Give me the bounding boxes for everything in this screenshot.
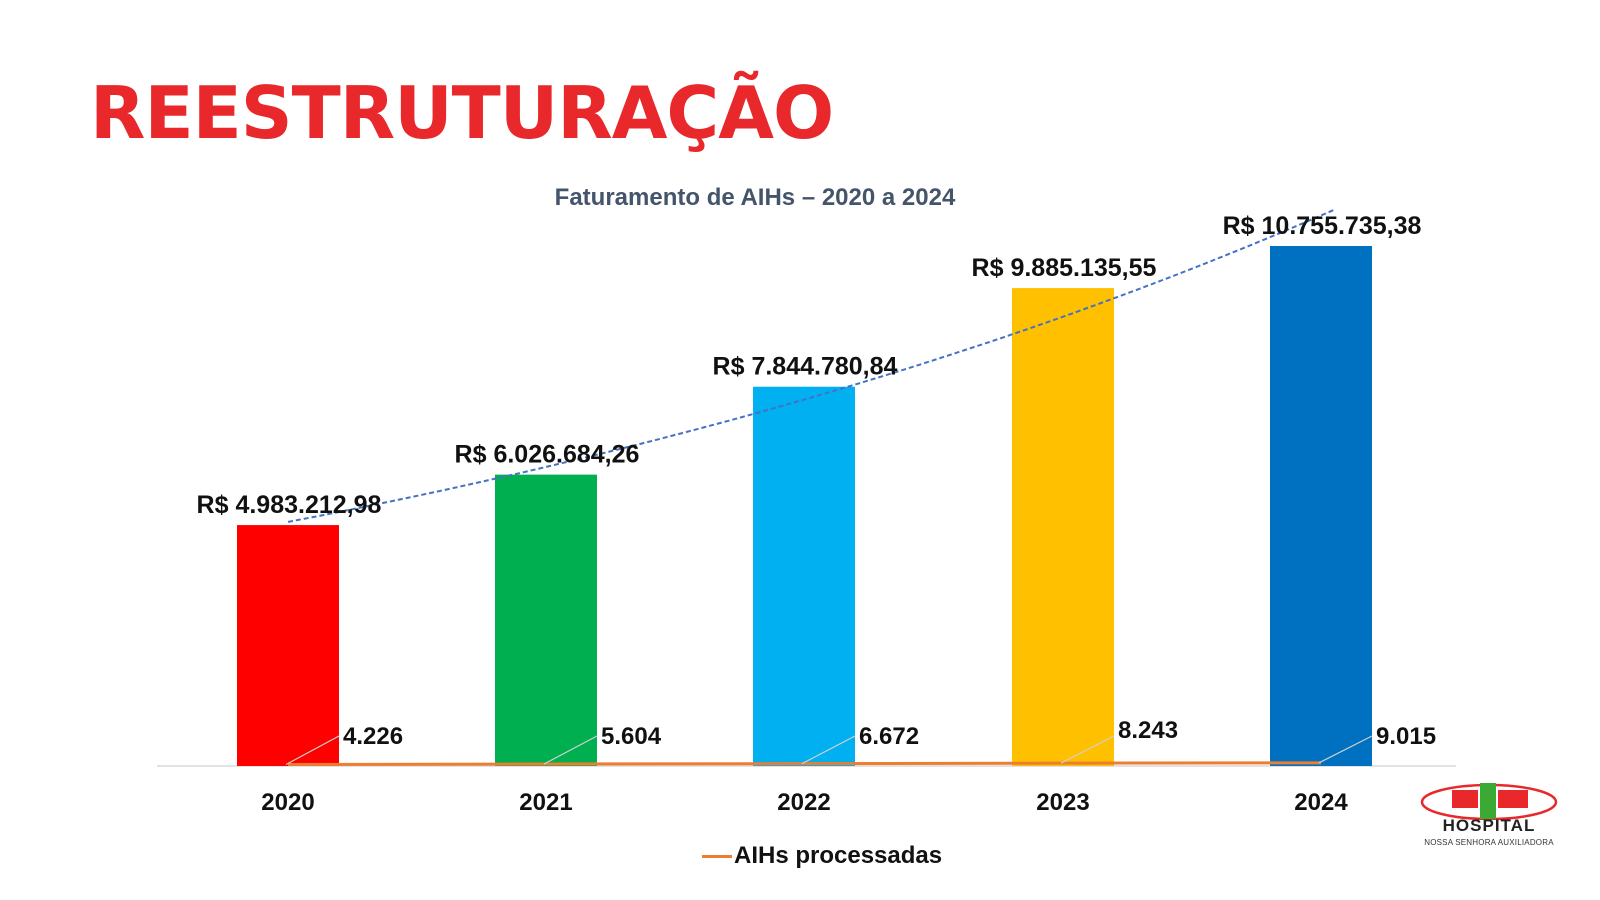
leader-line-2022 — [801, 735, 856, 765]
bar-2020 — [237, 525, 339, 766]
aihs-value-label-2024: 9.015 — [1376, 723, 1436, 750]
leader-line-2021 — [543, 735, 598, 765]
bar-2023 — [1012, 288, 1114, 766]
bar-2022 — [753, 386, 855, 766]
legend-swatch — [702, 854, 732, 858]
x-tick-label-2022: 2022 — [777, 789, 830, 816]
logo-subtitle: NOSSA SENHORA AUXILIADORA — [1424, 838, 1554, 847]
leader-line-2024 — [1318, 735, 1373, 764]
aihs-value-label-2021: 5.604 — [601, 723, 662, 750]
bar-2024 — [1270, 246, 1372, 766]
bar-2021 — [495, 474, 597, 766]
x-tick-label-2021: 2021 — [519, 789, 572, 816]
x-tick-label-2023: 2023 — [1036, 789, 1089, 816]
logo-name: HOSPITAL — [1442, 816, 1536, 835]
hospital-logo: HOSPITAL NOSSA SENHORA AUXILIADORA — [1414, 780, 1564, 870]
bar-value-label-2024: R$ 10.755.735,38 — [1223, 212, 1422, 240]
legend: AIHs processadas — [702, 842, 942, 870]
x-tick-label-2024: 2024 — [1294, 789, 1348, 816]
trendline — [287, 208, 1335, 523]
bar-value-label-2022: R$ 7.844.780,84 — [713, 353, 898, 381]
bar-value-label-2021: R$ 6.026.684,26 — [455, 441, 640, 469]
aihs-value-label-2020: 4.226 — [343, 723, 403, 750]
aihs-value-label-2023: 8.243 — [1118, 717, 1178, 744]
leader-line-2020 — [285, 735, 340, 766]
x-tick-label-2020: 2020 — [261, 789, 314, 816]
bar-value-label-2020: R$ 4.983.212,98 — [197, 491, 382, 519]
bar-value-label-2023: R$ 9.885.135,55 — [972, 254, 1157, 282]
slide-title: REESTRUTURAÇÃO — [90, 71, 834, 155]
aihs-processadas-line — [287, 761, 1322, 767]
leader-line-2023 — [1060, 735, 1115, 764]
aihs-value-label-2022: 6.672 — [859, 723, 919, 750]
chart-title: Faturamento de AIHs – 2020 a 2024 — [554, 184, 956, 211]
hospital-emblem-icon — [1420, 783, 1558, 821]
legend-label: AIHs processadas — [734, 842, 943, 869]
